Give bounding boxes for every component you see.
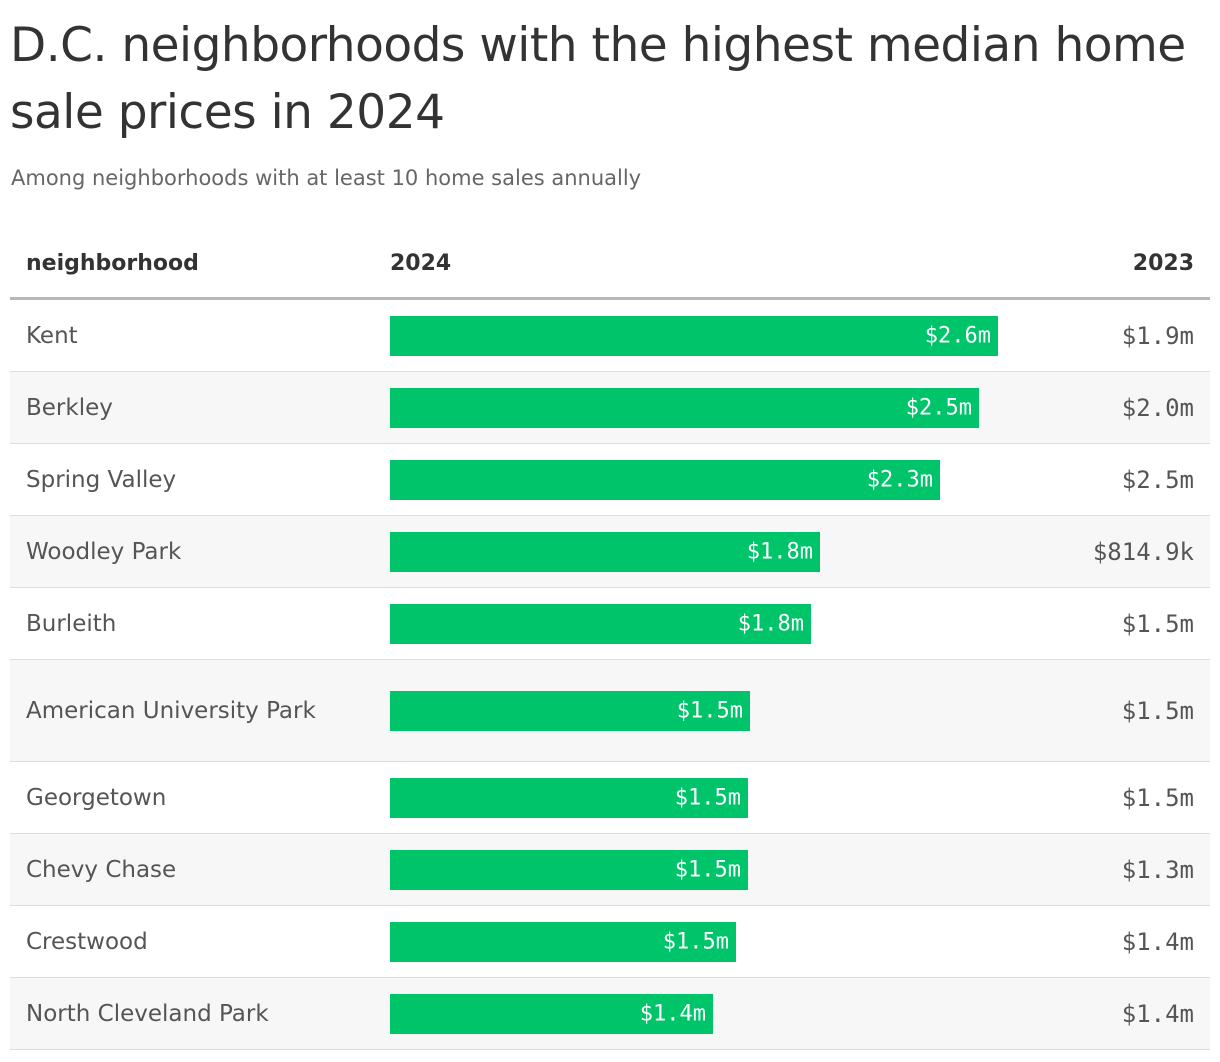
bar-2024: $2.3m — [390, 459, 940, 500]
column-header-2023: 2023 — [1132, 251, 1194, 276]
table-row: Berkley $2.5m $2.0m — [10, 372, 1210, 444]
value-2023: $2.5m — [1121, 465, 1194, 494]
neighborhood-name: Georgetown — [26, 784, 167, 811]
table-row: Burleith $1.8m $1.5m — [10, 588, 1210, 660]
bar-value-label: $1.5m — [662, 929, 729, 954]
value-2023: $1.5m — [1121, 696, 1194, 725]
value-2023: $1.9m — [1121, 321, 1194, 350]
bar-value-label: $2.5m — [905, 395, 972, 420]
bar-2024: $2.5m — [390, 387, 979, 428]
table-header: neighborhood 2024 2023 — [10, 232, 1210, 300]
data-table: neighborhood 2024 2023 Kent $2.6m $1.9m Ber… — [10, 232, 1210, 1050]
neighborhood-name: Kent — [26, 322, 78, 349]
bar-2024: $1.4m — [390, 993, 713, 1034]
table-row: Spring Valley $2.3m $2.5m — [10, 444, 1210, 516]
bar-value-label: $1.4m — [639, 1001, 706, 1026]
bar-value-label: $2.6m — [924, 323, 991, 348]
value-2023: $1.3m — [1121, 855, 1194, 884]
bar-2024: $1.5m — [390, 849, 748, 890]
value-2023: $814.9k — [1092, 537, 1194, 566]
table-row: Chevy Chase $1.5m $1.3m — [10, 834, 1210, 906]
bar-2024: $2.6m — [390, 315, 998, 356]
table-row: North Cleveland Park $1.4m $1.4m — [10, 978, 1210, 1050]
neighborhood-name: Spring Valley — [26, 466, 177, 493]
value-2023: $1.4m — [1121, 999, 1194, 1028]
value-2023: $1.4m — [1121, 927, 1194, 956]
column-header-2024: 2024 — [390, 251, 452, 276]
bar-2024: $1.5m — [390, 777, 748, 818]
chart-subtitle: Among neighborhoods with at least 10 hom… — [11, 166, 642, 190]
neighborhood-name: Burleith — [26, 610, 117, 637]
neighborhood-name: Berkley — [26, 394, 113, 421]
bar-2024: $1.5m — [390, 690, 750, 731]
neighborhood-name: Chevy Chase — [26, 856, 177, 883]
bar-value-label: $1.5m — [674, 857, 741, 882]
neighborhood-name: Woodley Park — [26, 538, 182, 565]
bar-value-label: $1.8m — [737, 611, 804, 636]
bar-value-label: $1.5m — [674, 785, 741, 810]
bar-value-label: $2.3m — [866, 467, 933, 492]
neighborhood-name: North Cleveland Park — [26, 1000, 269, 1027]
table-row: Crestwood $1.5m $1.4m — [10, 906, 1210, 978]
bar-2024: $1.8m — [390, 603, 811, 644]
table-row: American University Park $1.5m $1.5m — [10, 660, 1210, 762]
neighborhood-name: American University Park — [26, 697, 316, 724]
column-header-neighborhood: neighborhood — [26, 251, 199, 276]
bar-value-label: $1.5m — [676, 698, 743, 723]
bar-value-label: $1.8m — [746, 539, 813, 564]
chart-title: D.C. neighborhoods with the highest medi… — [10, 18, 1186, 140]
table-row: Georgetown $1.5m $1.5m — [10, 762, 1210, 834]
value-2023: $2.0m — [1121, 393, 1194, 422]
table-body: Kent $2.6m $1.9m Berkley $2.5m $2.0m Spring Va… — [10, 300, 1210, 1050]
bar-2024: $1.5m — [390, 921, 736, 962]
table-row: Kent $2.6m $1.9m — [10, 300, 1210, 372]
value-2023: $1.5m — [1121, 609, 1194, 638]
value-2023: $1.5m — [1121, 783, 1194, 812]
neighborhood-name: Crestwood — [26, 928, 148, 955]
table-row: Woodley Park $1.8m $814.9k — [10, 516, 1210, 588]
bar-2024: $1.8m — [390, 531, 820, 572]
